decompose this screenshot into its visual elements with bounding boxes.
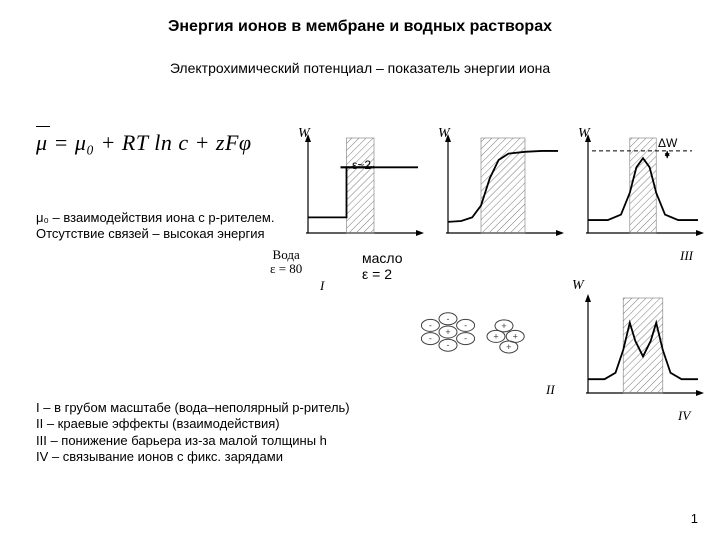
panel-IV — [576, 290, 706, 405]
panel-IV-roman: IV — [678, 408, 690, 424]
panel-III-svg — [576, 130, 706, 245]
page-subtitle: Электрохимический потенциал – показатель… — [0, 60, 720, 76]
svg-text:+: + — [493, 331, 498, 341]
svg-text:-: - — [429, 334, 432, 344]
note-line-1: μ₀ – взаимодействия иона с р-рителем. — [36, 210, 274, 226]
legend-III: III – понижение барьера из-за малой толщ… — [36, 433, 350, 449]
legend: I – в грубом масштабе (вода–неполярный р… — [36, 400, 350, 465]
panel-I: W ε~2 — [296, 130, 426, 245]
eps-band-label: ε~2 — [352, 158, 371, 172]
axis-label-W: W — [298, 126, 310, 142]
svg-text:+: + — [506, 342, 511, 352]
svg-text:-: - — [447, 314, 450, 324]
slide-number: 1 — [691, 511, 698, 526]
water-label: Вода — [270, 248, 302, 262]
panel-II-svg — [436, 130, 566, 245]
delta-W-label: ΔW — [658, 136, 677, 150]
axis-label-W-2: W — [438, 126, 450, 142]
formula-text: μ = μ₀ + RT ln c + zFφ — [36, 130, 252, 155]
legend-II: II – краевые эффекты (взаимодействия) — [36, 416, 350, 432]
oil-label: масло ε = 2 — [362, 250, 403, 282]
panel-IV-svg — [576, 290, 706, 405]
axis-label-W-3: W — [578, 126, 590, 142]
svg-text:-: - — [429, 320, 432, 330]
svg-text:-: - — [464, 320, 467, 330]
svg-text:+: + — [445, 327, 450, 337]
panel-III: W ΔW — [576, 130, 706, 245]
panel-II-ions-svg: +------++++ — [416, 280, 576, 390]
panel-II-roman: II — [546, 382, 555, 398]
note-line-2: Отсутствие связей – высокая энергия — [36, 226, 274, 242]
panel-II: W — [436, 130, 566, 245]
svg-text:-: - — [464, 334, 467, 344]
mu0-note: μ₀ – взаимодействия иона с р-рителем. От… — [36, 210, 274, 243]
legend-I: I – в грубом масштабе (вода–неполярный р… — [36, 400, 350, 416]
panel-I-svg — [296, 130, 426, 245]
svg-text:-: - — [447, 340, 450, 350]
panel-I-left-label: Вода ε = 80 — [270, 248, 302, 275]
svg-text:+: + — [501, 321, 506, 331]
oil-text: масло — [362, 250, 403, 266]
legend-IV: IV – связывание ионов с фикс. зарядами — [36, 449, 350, 465]
svg-text:+: + — [513, 331, 518, 341]
overbar — [36, 126, 50, 127]
panel-I-roman: I — [320, 278, 324, 294]
panel-II-ions: +------++++ — [416, 280, 576, 390]
formula: μ = μ₀ + RT ln c + zFφ — [36, 130, 252, 156]
panel-III-roman: III — [680, 248, 693, 264]
slide: Энергия ионов в мембране и водных раство… — [0, 0, 720, 540]
oil-eps: ε = 2 — [362, 266, 403, 282]
eps80-label: ε = 80 — [270, 262, 302, 276]
page-title: Энергия ионов в мембране и водных раство… — [0, 18, 720, 36]
